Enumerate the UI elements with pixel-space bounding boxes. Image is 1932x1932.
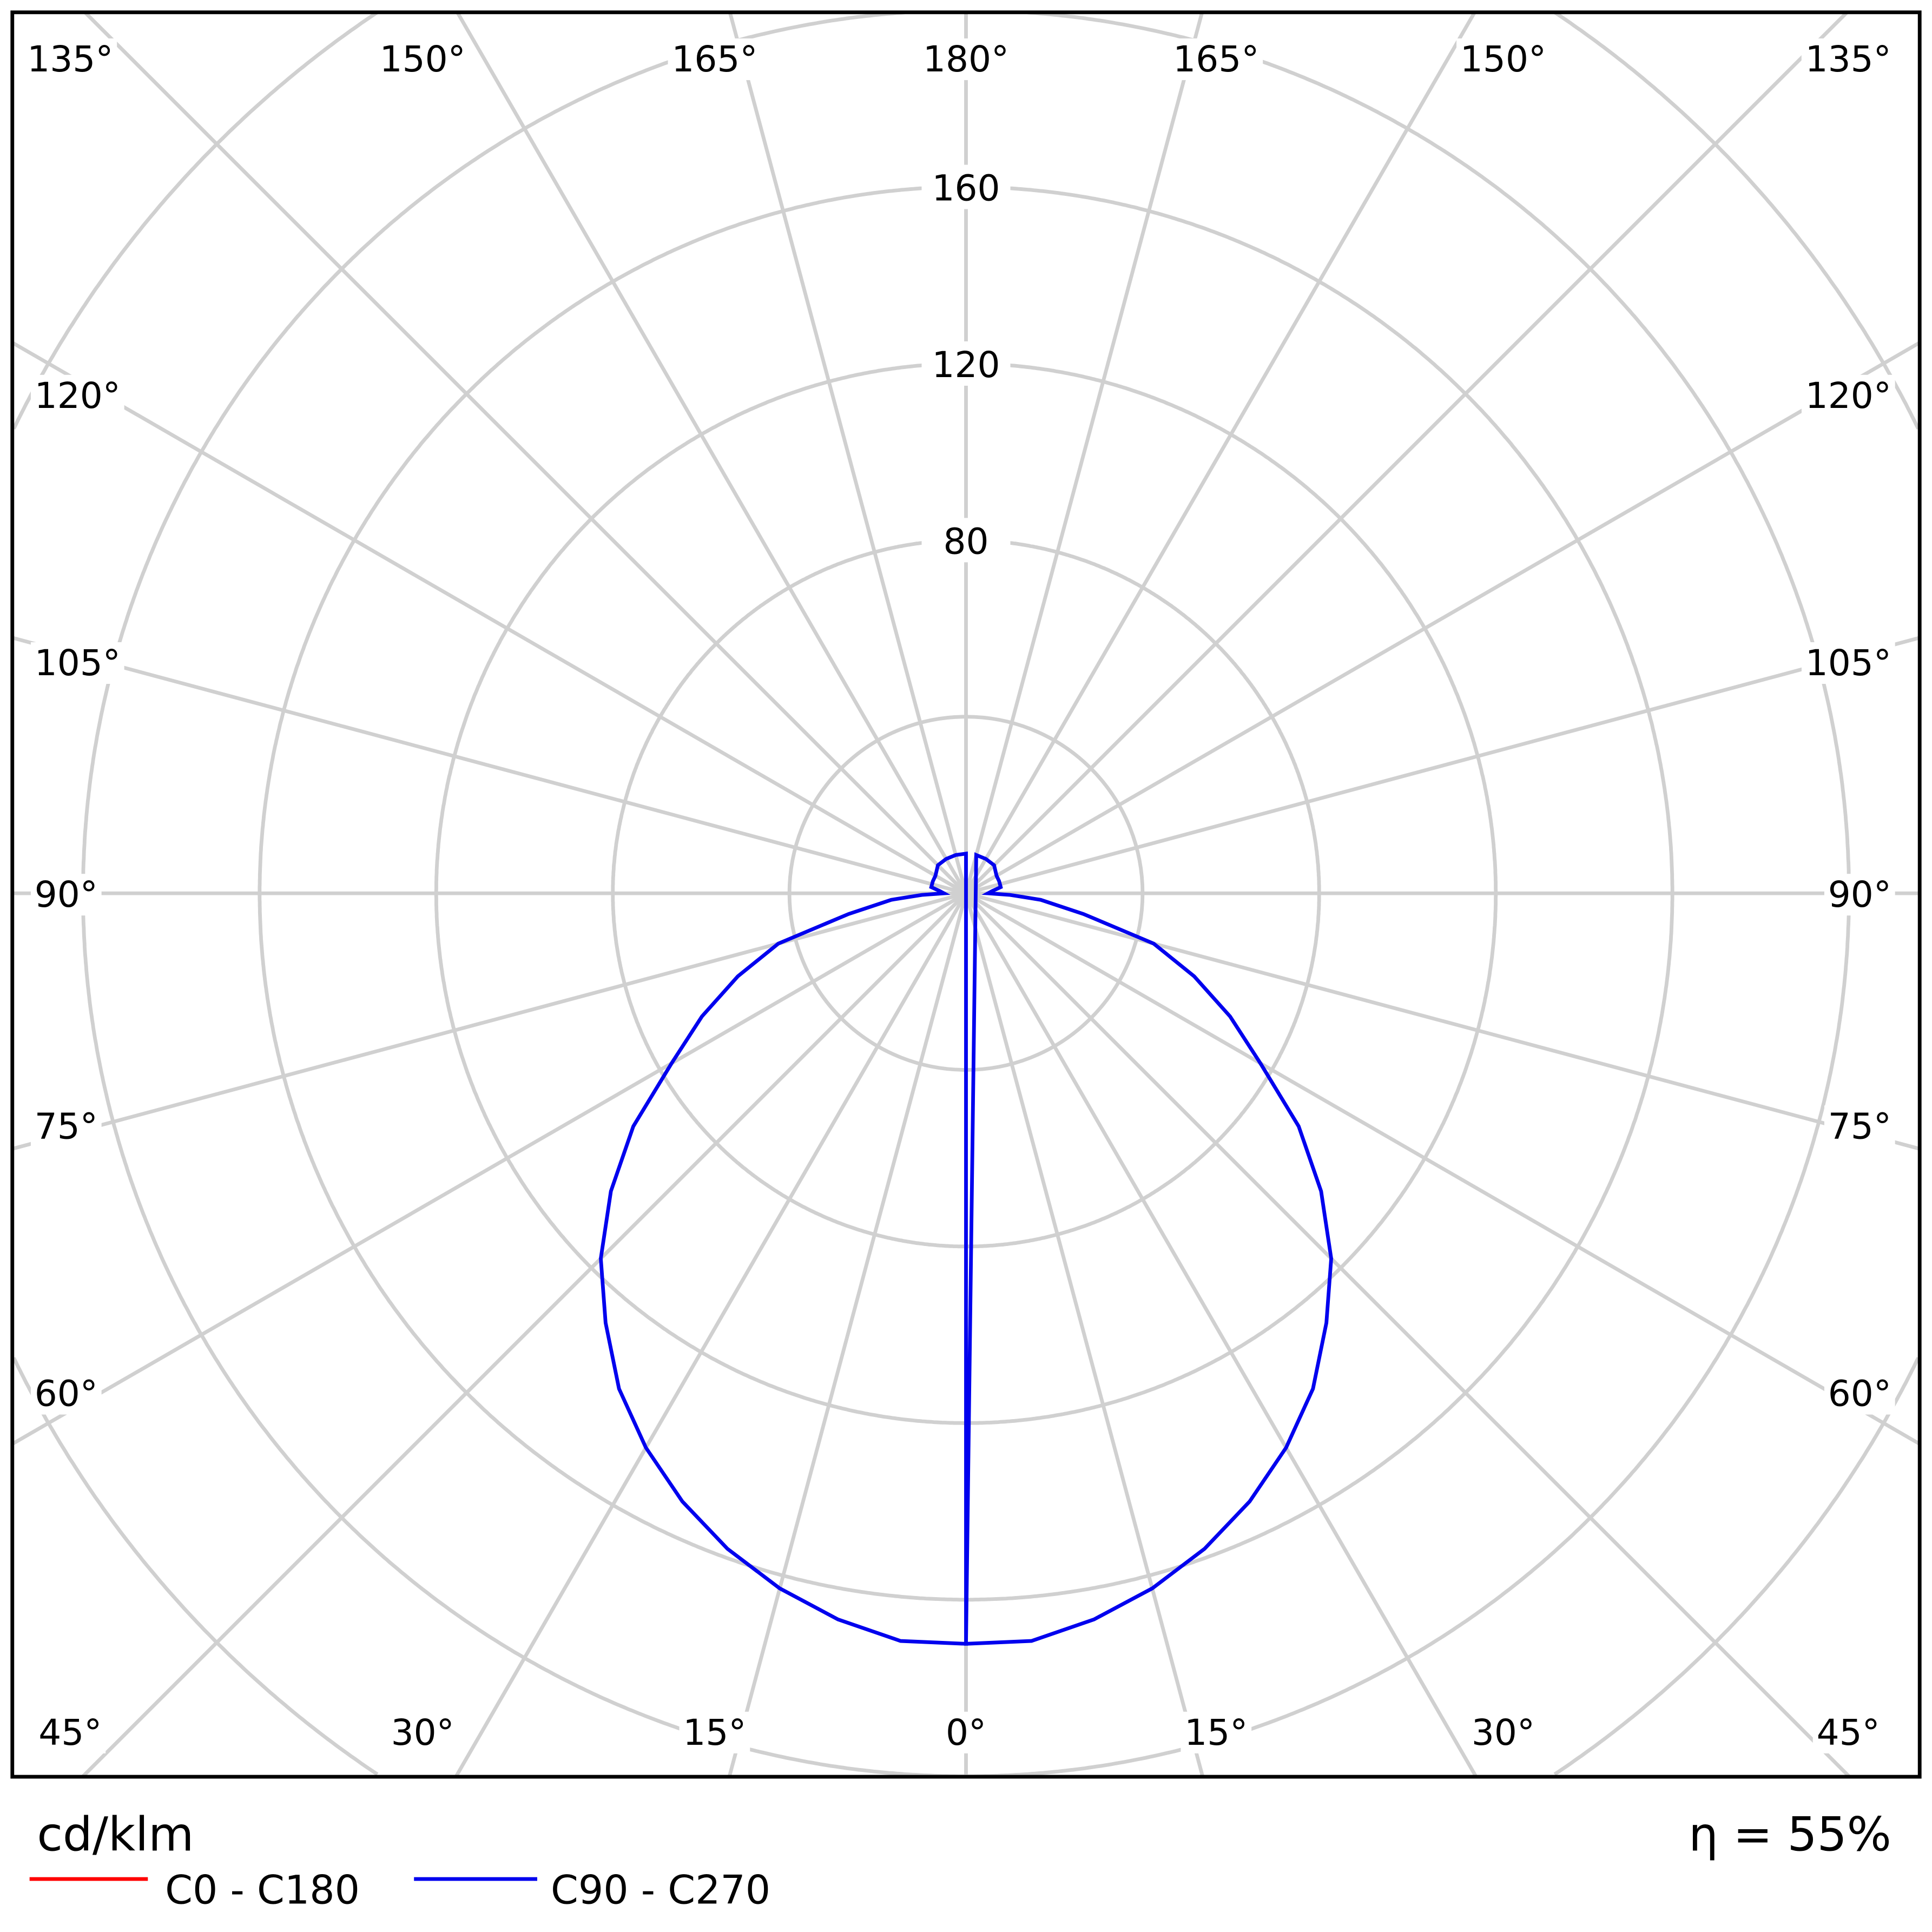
spoke-line [11,891,967,1151]
tick-label-bg [921,341,1011,386]
legend-label-c90: C90 - C270 [551,1868,770,1914]
spoke-line [11,341,967,895]
spoke-line [11,636,967,895]
angle-label-bg [23,38,117,81]
angle-label: 45° [38,1712,102,1753]
angle-label: 120° [1805,375,1891,417]
angle-label-bg [30,642,124,684]
tick-label-bg [921,518,1011,563]
angle-label-bg [30,874,102,916]
angle-label-bg [35,1711,106,1753]
spoke-line [964,11,1476,894]
angle-label: 105° [1805,642,1891,684]
legend-label-c0: C0 - C180 [165,1868,360,1914]
angle-label-bg [1824,874,1895,916]
angle-label-bg [1181,1711,1252,1753]
angle-label: 90° [1828,874,1891,915]
angle-label: 120° [35,375,121,417]
grid-ring [12,10,1920,1776]
radial-tick-labels: 80 120 160 [921,164,1011,563]
angle-label: 75° [1828,1105,1891,1147]
angle-label-bg [1824,1373,1895,1415]
spoke-line [965,11,1849,895]
angle-label: 60° [1828,1373,1891,1415]
angle-label-bg [30,1373,102,1415]
series-curve-c90-c270 [599,851,1333,1646]
angle-label-bg [387,1711,458,1753]
spoke-line [965,892,1921,1446]
spoke-line [81,892,967,1778]
tick-label-bg [921,164,1011,209]
unit-label: cd/klm [37,1808,194,1862]
radial-tick-label: 80 [943,520,988,562]
angle-label-bg [1812,1711,1884,1753]
angle-label: 30° [391,1712,454,1753]
angle-label: 135° [1805,38,1891,80]
radial-tick-label: 160 [932,168,1000,209]
spoke-line [965,892,1851,1778]
spoke-line [456,11,968,894]
angle-label-bg [1456,38,1550,81]
spoke-line [454,892,968,1778]
grid-ring [81,10,1851,1778]
efficiency-label: η = 55% [1689,1808,1891,1862]
spoke-line [964,892,1478,1778]
spoke-line [11,892,967,1446]
spoke-line [964,893,1205,1777]
angle-label: 135° [27,38,113,80]
angle-label: 90° [35,874,98,915]
angle-label-bg [1801,38,1895,81]
angle-label-bg [679,1711,750,1753]
angle-label: 150° [1460,38,1546,80]
spoke-line [727,893,968,1777]
angle-label: 0° [946,1712,986,1753]
angle-label-bg [1801,642,1895,684]
spoke-line [964,11,1204,894]
angle-label-bg [919,38,1013,81]
angle-label: 150° [380,38,466,80]
angle-label: 180° [923,38,1009,80]
angle-label-bg [1169,38,1263,81]
curves [599,851,1333,1646]
angle-label: 165° [1173,38,1259,80]
angle-label-bg [942,1711,990,1753]
plot-frame [10,10,1922,1779]
spoke-line [965,891,1921,1151]
angle-label-bg [30,374,124,417]
spoke-line [728,11,968,894]
angle-label: 30° [1472,1712,1535,1753]
angle-label: 165° [671,38,757,80]
spoke-line [965,341,1921,895]
angle-label: 75° [35,1105,98,1147]
radial-tick-label: 120 [932,344,1000,386]
spoke-line [965,636,1921,895]
angle-label-bg [375,38,470,81]
angle-label-bg [1468,1711,1539,1753]
spoke-line [83,11,967,895]
angle-label: 45° [1817,1712,1880,1753]
angle-label: 60° [35,1373,98,1415]
legend: C0 - C180 C90 - C270 [29,1868,770,1914]
angle-label: 15° [683,1712,746,1753]
angle-label: 15° [1184,1712,1248,1753]
angle-label: 105° [35,642,121,684]
angle-label-bg [1824,1105,1895,1148]
angle-label-bg [668,38,762,81]
polar-grid [11,10,1921,1778]
angle-labels: 135° 150° 165° 180° 165° 150° 135° 45° 30° 15° 0° 1… [23,38,1895,1753]
angle-label-bg [30,1105,102,1148]
angle-label-bg [1801,374,1895,417]
